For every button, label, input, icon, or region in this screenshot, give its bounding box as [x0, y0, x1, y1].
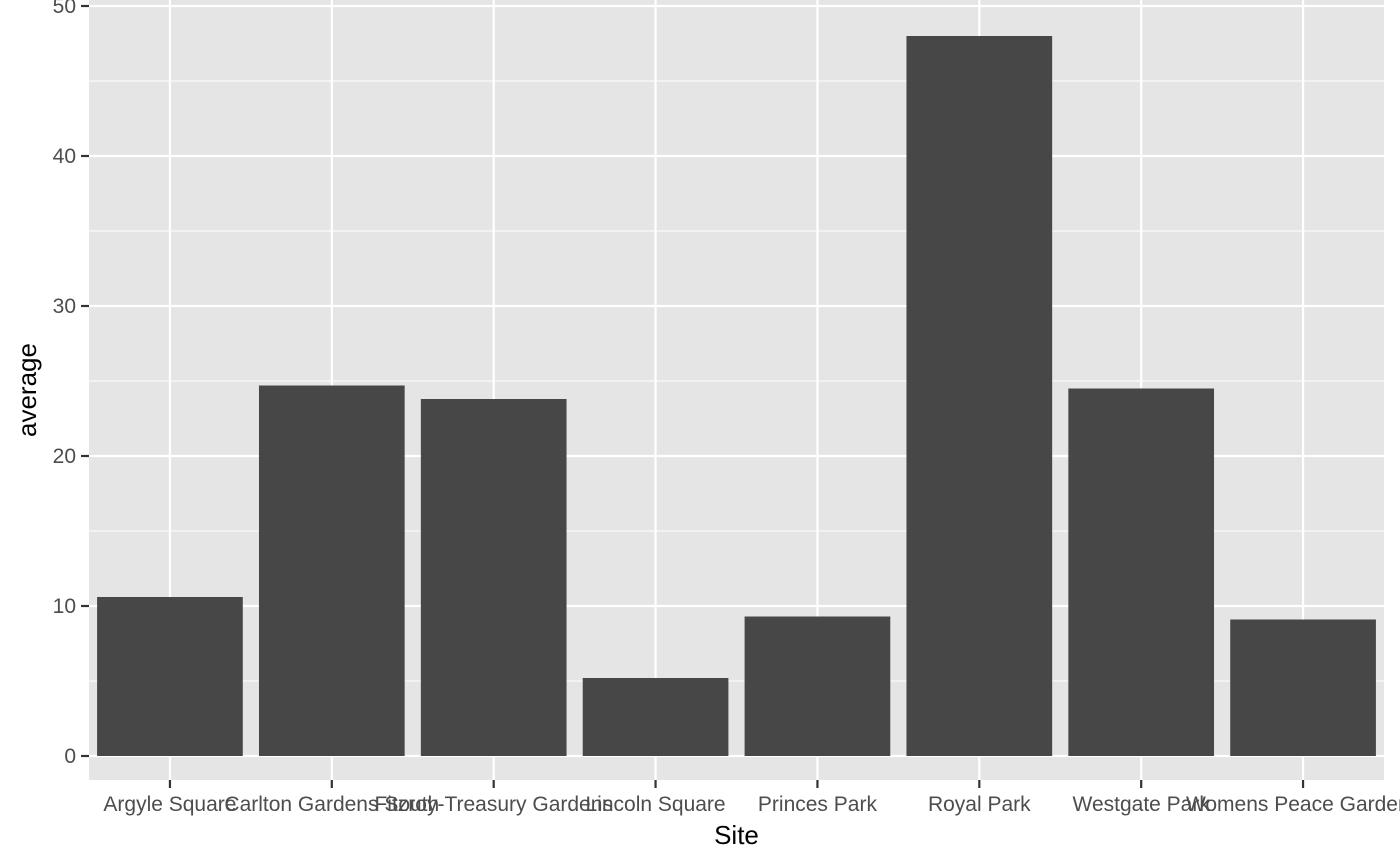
y-axis-title: average — [12, 343, 42, 437]
x-tick-label: Womens Peace Gardens — [1186, 793, 1400, 816]
x-tick-label: Carlton Gardens South — [224, 793, 439, 816]
x-tick-label: Princes Park — [758, 793, 878, 816]
bar — [97, 597, 243, 756]
bar — [1230, 619, 1376, 756]
y-tick-label: 20 — [53, 445, 76, 468]
y-tick-label: 0 — [64, 745, 76, 768]
y-tick-label: 40 — [53, 145, 76, 168]
x-axis-title: Site — [714, 820, 759, 850]
x-tick-label: Royal Park — [928, 793, 1031, 816]
bar — [1068, 388, 1215, 756]
x-tick-label: Westgate Park — [1073, 793, 1211, 816]
bar — [906, 36, 1053, 756]
y-axis: 0 10 20 30 40 50 — [53, 0, 89, 768]
bar — [258, 385, 405, 756]
bars — [97, 36, 1376, 756]
bar — [420, 399, 567, 756]
bar — [582, 678, 729, 756]
x-tick-label: Lincoln Square — [586, 793, 726, 816]
x-tick-label: Fitzroy-Treasury Gardens — [374, 793, 612, 816]
y-tick-label: 30 — [53, 295, 76, 318]
x-tick-label: Argyle Square — [103, 793, 236, 816]
y-tick-label: 10 — [53, 595, 76, 618]
bar — [744, 616, 891, 756]
y-tick-label: 50 — [53, 0, 76, 18]
